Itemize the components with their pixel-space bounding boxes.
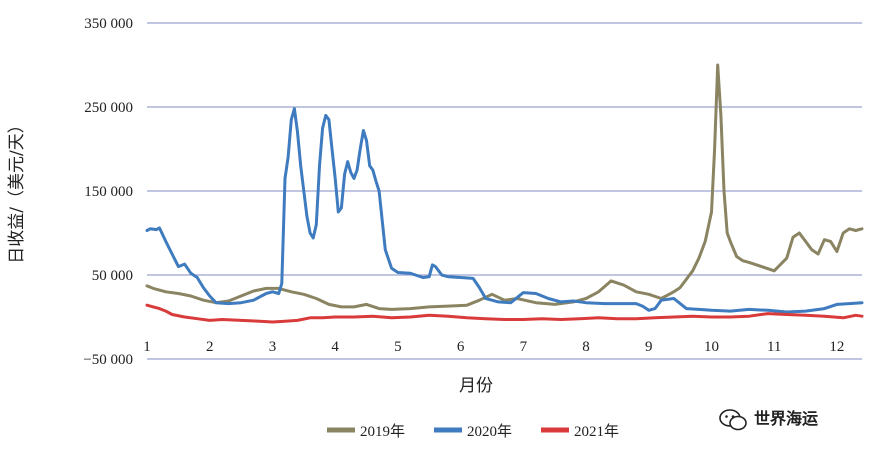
x-tick-label: 4 [331, 339, 339, 355]
y-tick-label: 50 000 [92, 268, 133, 284]
y-axis: −50 000 50 000 150 000 250 000 350 000 [83, 16, 133, 368]
wechat-icon [719, 409, 747, 431]
x-tick-label: 12 [829, 339, 844, 355]
series-line-2 [145, 303, 864, 324]
x-tick-label: 3 [269, 339, 277, 355]
series-line-1 [145, 107, 864, 314]
x-tick-label: 2 [206, 339, 214, 355]
legend-label: 2020年 [467, 423, 512, 440]
series-line-0 [145, 63, 864, 311]
x-tick-label: 1 [143, 339, 151, 355]
x-axis-title: 月份 [459, 376, 493, 396]
x-tick-label: 11 [767, 339, 781, 355]
legend-label: 2021年 [574, 423, 619, 440]
x-tick-label: 10 [704, 339, 719, 355]
y-tick-label: 150 000 [84, 184, 133, 200]
x-tick-label: 8 [582, 339, 590, 355]
grid [147, 22, 862, 360]
y-tick-label: 350 000 [84, 16, 133, 32]
x-tick-label: 5 [394, 339, 402, 355]
series-lines [145, 63, 864, 324]
x-tick-label: 9 [645, 339, 653, 355]
x-tick-label: 7 [520, 339, 528, 355]
y-tick-label: 250 000 [84, 100, 133, 116]
y-axis-title: 日收益/（美元/天） [7, 116, 27, 263]
legend-label: 2019年 [360, 423, 405, 440]
x-tick-label: 6 [457, 339, 465, 355]
y-tick-label: −50 000 [83, 352, 133, 368]
watermark-text: 世界海运 [754, 409, 818, 428]
x-axis: 1 2 3 4 5 6 7 8 9 10 11 12 [143, 339, 844, 355]
watermark: 世界海运 [719, 409, 818, 431]
legend: 2019年 2020年 2021年 [327, 423, 619, 440]
